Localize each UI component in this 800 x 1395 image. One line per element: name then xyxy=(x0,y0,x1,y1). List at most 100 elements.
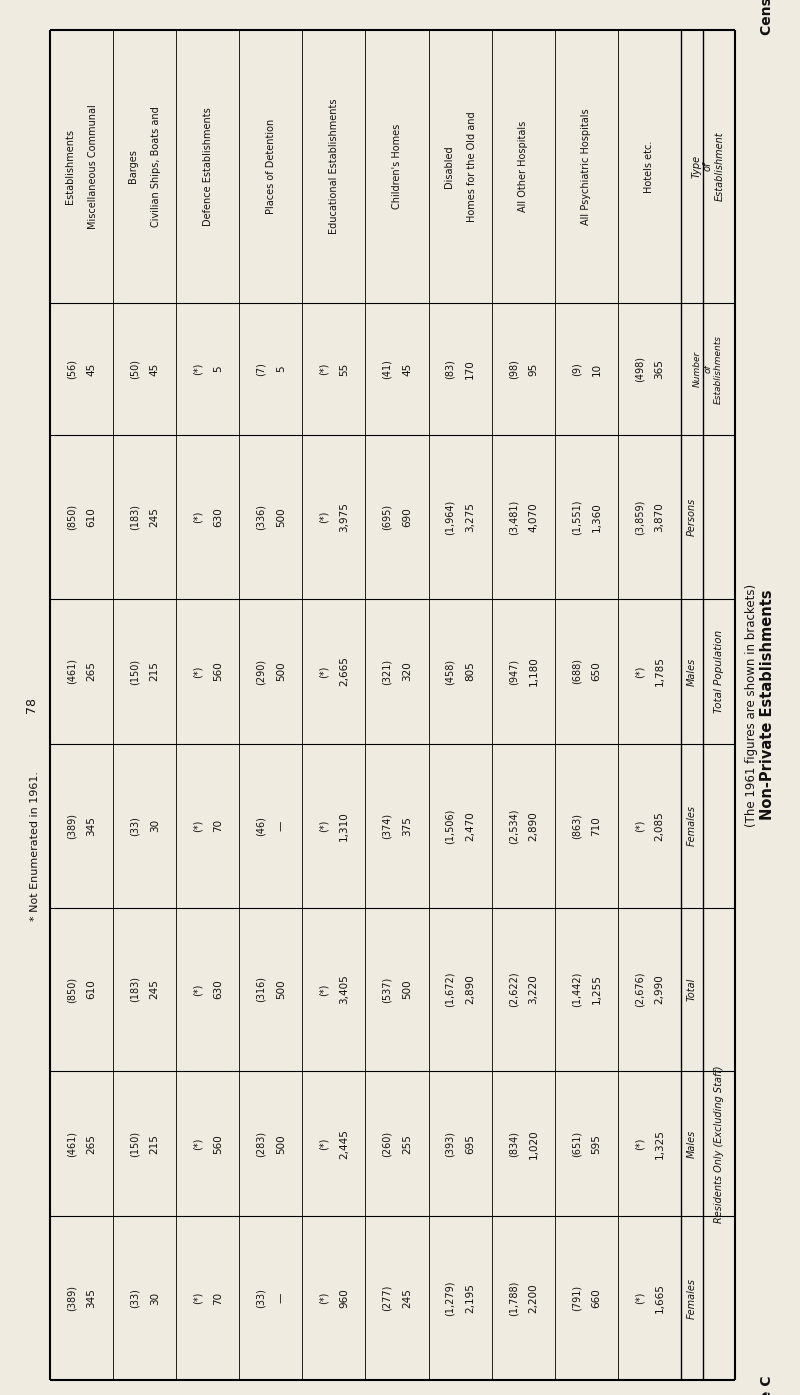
Text: Hotels etc.: Hotels etc. xyxy=(645,141,654,193)
Text: (*): (*) xyxy=(319,665,329,678)
Text: (7): (7) xyxy=(256,363,266,377)
Text: Non-Private Establishments: Non-Private Establishments xyxy=(760,590,775,820)
Text: 3,975: 3,975 xyxy=(339,502,349,531)
Text: (*): (*) xyxy=(319,511,329,523)
Text: (1,551): (1,551) xyxy=(571,499,582,534)
Text: (150): (150) xyxy=(130,1131,139,1156)
Text: (46): (46) xyxy=(256,816,266,836)
Text: 805: 805 xyxy=(466,661,475,681)
Text: 1,020: 1,020 xyxy=(528,1129,538,1159)
Text: (33): (33) xyxy=(130,816,139,836)
Text: (56): (56) xyxy=(66,359,77,379)
Text: (389): (389) xyxy=(66,813,77,838)
Text: (850): (850) xyxy=(66,504,77,530)
Text: 45: 45 xyxy=(402,363,412,375)
Text: (41): (41) xyxy=(382,359,392,379)
Text: 630: 630 xyxy=(213,508,223,527)
Text: 960: 960 xyxy=(339,1289,349,1309)
Text: (290): (290) xyxy=(256,658,266,685)
Text: 1,255: 1,255 xyxy=(591,975,602,1004)
Text: 2,195: 2,195 xyxy=(466,1283,475,1313)
Text: (863): (863) xyxy=(571,813,582,838)
Text: (*): (*) xyxy=(634,820,644,831)
Text: (*): (*) xyxy=(634,1292,644,1304)
Text: Type
of
Establishment: Type of Establishment xyxy=(691,131,725,201)
Text: (50): (50) xyxy=(130,359,139,379)
Text: 170: 170 xyxy=(466,359,475,379)
Text: (2,534): (2,534) xyxy=(508,808,518,844)
Text: (283): (283) xyxy=(256,1131,266,1156)
Text: 595: 595 xyxy=(591,1134,602,1154)
Text: Places of Detention: Places of Detention xyxy=(266,119,276,213)
Text: Persons: Persons xyxy=(687,498,697,536)
Text: 660: 660 xyxy=(591,1289,602,1309)
Text: 345: 345 xyxy=(86,1288,97,1309)
Text: —: — xyxy=(276,1293,286,1303)
Text: (316): (316) xyxy=(256,976,266,1003)
Text: 95: 95 xyxy=(528,363,538,375)
Text: (498): (498) xyxy=(634,356,644,382)
Text: 2,890: 2,890 xyxy=(528,810,538,841)
Text: Defence Establishments: Defence Establishments xyxy=(202,107,213,226)
Text: 1,665: 1,665 xyxy=(654,1283,665,1313)
Text: 2,200: 2,200 xyxy=(528,1283,538,1313)
Text: (1,279): (1,279) xyxy=(445,1281,455,1315)
Text: 560: 560 xyxy=(213,1134,223,1154)
Text: —: — xyxy=(276,820,286,831)
Text: * Not Enumerated in 1961.: * Not Enumerated in 1961. xyxy=(30,771,40,921)
Text: (98): (98) xyxy=(508,359,518,379)
Text: 610: 610 xyxy=(86,508,97,527)
Text: (389): (389) xyxy=(66,1285,77,1311)
Text: (537): (537) xyxy=(382,976,392,1003)
Text: (3,859): (3,859) xyxy=(634,499,644,534)
Text: 345: 345 xyxy=(86,816,97,836)
Text: (1,442): (1,442) xyxy=(571,972,582,1007)
Text: 3,220: 3,220 xyxy=(528,975,538,1004)
Text: Disabled: Disabled xyxy=(444,145,454,188)
Text: 3,405: 3,405 xyxy=(339,975,349,1004)
Text: 500: 500 xyxy=(276,508,286,527)
Text: 78: 78 xyxy=(25,698,38,713)
Text: (*): (*) xyxy=(319,363,329,375)
Text: Males: Males xyxy=(687,1130,697,1158)
Text: (3,481): (3,481) xyxy=(508,499,518,534)
Text: (2,622): (2,622) xyxy=(508,972,518,1007)
Text: (*): (*) xyxy=(634,1138,644,1149)
Text: 1,360: 1,360 xyxy=(591,502,602,531)
Text: (33): (33) xyxy=(130,1288,139,1309)
Text: Census 1971: Census 1971 xyxy=(760,0,774,35)
Text: (33): (33) xyxy=(256,1288,266,1309)
Text: 45: 45 xyxy=(150,363,160,375)
Text: 2,665: 2,665 xyxy=(339,657,349,686)
Text: (1,672): (1,672) xyxy=(445,972,455,1007)
Text: (336): (336) xyxy=(256,504,266,530)
Text: (374): (374) xyxy=(382,813,392,838)
Text: (83): (83) xyxy=(445,359,455,379)
Text: 500: 500 xyxy=(276,1134,286,1154)
Text: Residents Only (Excluding Staff): Residents Only (Excluding Staff) xyxy=(714,1064,724,1222)
Text: 245: 245 xyxy=(150,508,160,527)
Text: 245: 245 xyxy=(150,979,160,999)
Text: (393): (393) xyxy=(445,1131,455,1156)
Text: Total Population: Total Population xyxy=(714,631,724,713)
Text: (2,676): (2,676) xyxy=(634,972,644,1007)
Text: (183): (183) xyxy=(130,504,139,530)
Text: Females: Females xyxy=(687,805,697,847)
Text: (*): (*) xyxy=(193,511,202,523)
Text: 265: 265 xyxy=(86,661,97,681)
Text: 560: 560 xyxy=(213,661,223,681)
Text: Table C: Table C xyxy=(760,1375,774,1395)
Text: 3,275: 3,275 xyxy=(466,502,475,531)
Text: (688): (688) xyxy=(571,658,582,685)
Text: Total: Total xyxy=(687,978,697,1002)
Text: (260): (260) xyxy=(382,1131,392,1156)
Text: (461): (461) xyxy=(66,658,77,685)
Text: All Psychiatric Hospitals: All Psychiatric Hospitals xyxy=(582,107,591,225)
Text: 2,085: 2,085 xyxy=(654,810,665,841)
Text: Homes for the Old and: Homes for the Old and xyxy=(466,112,477,222)
Text: 710: 710 xyxy=(591,816,602,836)
Text: (*): (*) xyxy=(193,1292,202,1304)
Text: (*): (*) xyxy=(319,1138,329,1149)
Text: 650: 650 xyxy=(591,661,602,681)
Text: Educational Establishments: Educational Establishments xyxy=(329,99,339,234)
